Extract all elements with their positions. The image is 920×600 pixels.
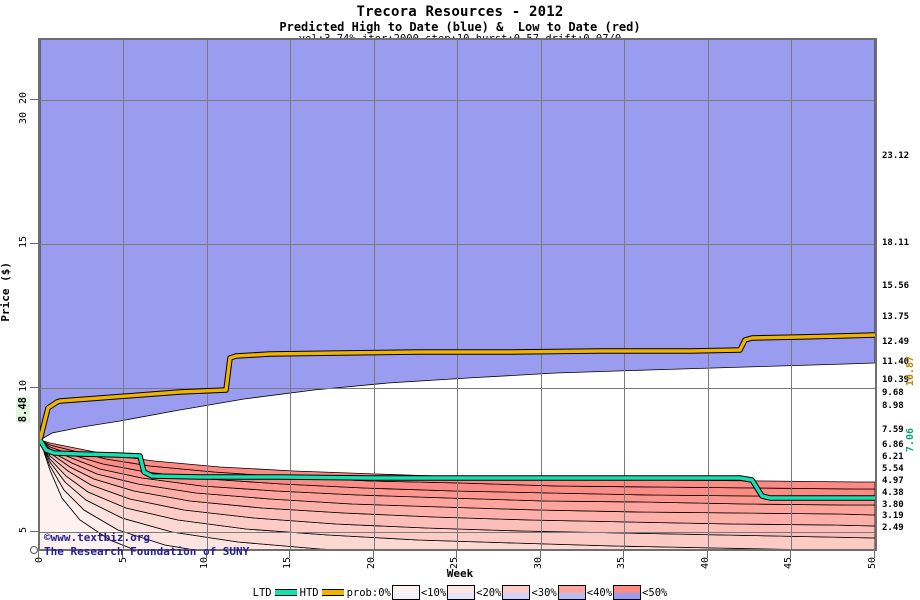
x-tick-8: 40 (700, 557, 711, 570)
y-tick-line-2 (30, 243, 38, 244)
legend-band-label-0: <10% (420, 586, 447, 599)
legend-band-label-2: <30% (531, 586, 557, 599)
ltd-line (40, 439, 875, 500)
legend-band-swatch-1 (447, 585, 476, 600)
right-label-13: 4.97 (882, 476, 904, 486)
right-label-0: 23.12 (882, 151, 910, 161)
legend-band-swatch-2 (502, 585, 531, 600)
legend-htd-swatch (321, 589, 344, 596)
right-label-16: 3.19 (882, 511, 904, 521)
right-label-10: 6.86 (882, 440, 904, 450)
x-tick-line-8 (707, 551, 708, 558)
right-label-6: 10.39 (882, 375, 910, 385)
x-tick-line-2 (206, 551, 207, 558)
x-tick-3: 15 (282, 557, 293, 570)
x-axis-label: Week (446, 567, 474, 580)
x-tick-line-4 (373, 551, 374, 558)
x-tick-line-7 (623, 551, 624, 558)
right-label-9: 7.59 (882, 425, 904, 435)
legend-ltd-label: LTD (252, 586, 272, 599)
legend-band-label-1: <20% (476, 586, 502, 599)
right-label-17: 2.49 (882, 523, 904, 533)
right-label-14: 4.38 (882, 488, 904, 498)
credit-text: ©www.textbiz.org The Research Foundation… (44, 531, 249, 559)
chart-legend: LTD HTD prob:0% <10% <20% <30% <40% <50% (0, 585, 920, 600)
right-label-2: 15.56 (882, 281, 910, 291)
right-label-4: 12.49 (882, 337, 910, 347)
y-tick-line-1 (30, 387, 38, 388)
x-tick-line-3 (289, 551, 290, 558)
right-label-7: 9.68 (882, 388, 904, 398)
htd-line (40, 333, 875, 441)
x-tick-line-6 (540, 551, 541, 558)
legend-ltd-swatch (274, 589, 297, 596)
y-axis-label: Price ($) (0, 262, 12, 322)
y-tick-3: 20 (18, 92, 29, 105)
chart-subtitle: Predicted High to Date (blue) & Low to D… (279, 20, 641, 34)
open-price-label: 8.48 (16, 396, 30, 424)
legend-prob-label: prob:0% (346, 586, 391, 599)
x-tick-line-10 (874, 551, 875, 558)
y-tick-0: 5 (18, 527, 29, 534)
right-label-5: 11.40 (882, 357, 910, 367)
right-label-11: 6.21 (882, 452, 904, 462)
x-tick-9: 45 (783, 557, 794, 570)
gridlines (40, 40, 875, 549)
right-label-8: 8.98 (882, 401, 904, 411)
x-tick-line-0 (38, 551, 39, 558)
plot-area (38, 38, 877, 551)
y-tick-line-0 (30, 531, 38, 532)
legend-htd-label: HTD (299, 586, 319, 599)
legend-band-swatch-4 (613, 585, 642, 600)
x-tick-7: 35 (616, 557, 627, 570)
x-tick-6: 30 (533, 557, 544, 570)
y-tick-line-3 (30, 99, 38, 100)
legend-band-swatch-0 (391, 585, 420, 600)
credit-line-2: The Research Foundation of SUNY (44, 545, 250, 558)
y-tick-1: 10 (18, 380, 29, 393)
x-tick-10: 50 (867, 557, 878, 570)
htd-terminal-label: 10.87 (905, 356, 916, 387)
right-label-12: 5.54 (882, 464, 904, 474)
y-tick-2: 15 (18, 236, 29, 249)
chart-title: Trecora Resources - 2012 (356, 4, 564, 20)
chart-svg (40, 40, 875, 549)
right-label-1: 18.11 (882, 238, 910, 248)
legend-band-label-3: <40% (586, 586, 613, 599)
x-tick-5: 25 (449, 557, 460, 570)
x-tick-4: 20 (366, 557, 377, 570)
origin-marker (30, 546, 38, 554)
x-tick-line-5 (456, 551, 457, 558)
red-band-outer-fill (40, 440, 133, 549)
legend-band-swatch-3 (557, 585, 586, 600)
legend-band-label-4: <50% (642, 586, 668, 599)
x-tick-line-9 (790, 551, 791, 558)
credit-line-1: ©www.textbiz.org (44, 531, 150, 544)
right-label-15: 3.80 (882, 500, 904, 510)
ltd-terminal-label: 7.06 (905, 428, 916, 453)
x-tick-line-1 (122, 551, 123, 558)
y-tick-5: 30 (18, 112, 29, 125)
right-label-3: 13.75 (882, 312, 910, 322)
